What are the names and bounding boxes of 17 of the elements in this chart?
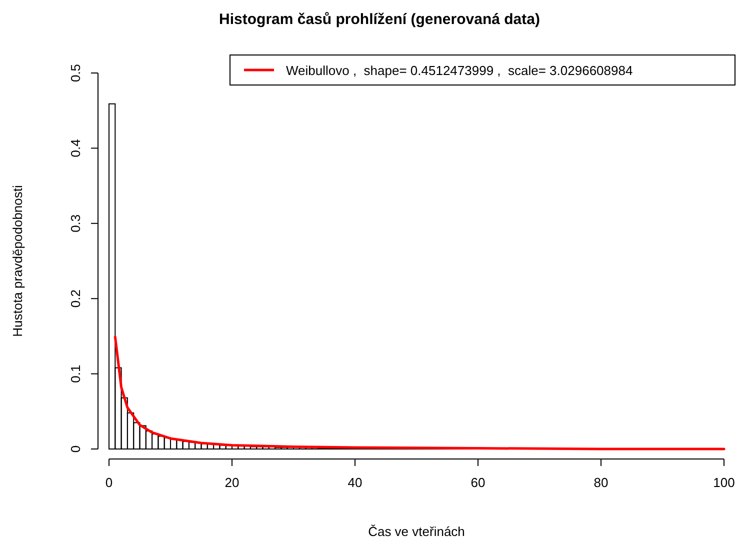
x-tick-label: 80: [594, 475, 608, 490]
y-tick-label: 0.1: [68, 364, 83, 383]
chart-title: Histogram časů prohlížení (generovaná data): [219, 11, 540, 28]
x-tick-label: 40: [348, 475, 362, 490]
y-tick-label: 0.5: [68, 64, 83, 82]
x-axis-title: Čas ve vteřinách: [368, 524, 465, 539]
x-tick-label: 100: [713, 475, 735, 490]
x-tick-label: 20: [224, 475, 240, 490]
y-tick-label: 0.4: [68, 139, 83, 158]
legend-label: Weibullovo , shape= 0.4512473999 , scale= 3.0296608984: [286, 63, 633, 78]
y-axis-title: Hustota pravděpodobnosti: [10, 185, 25, 337]
y-tick-label: 0.2: [68, 290, 83, 308]
x-tick-label: 0: [105, 475, 113, 490]
y-tick-label: 0: [68, 445, 83, 453]
line-series: [114, 336, 726, 450]
y-tick-label: 0.3: [68, 214, 83, 232]
x-tick-label: 60: [470, 475, 486, 490]
